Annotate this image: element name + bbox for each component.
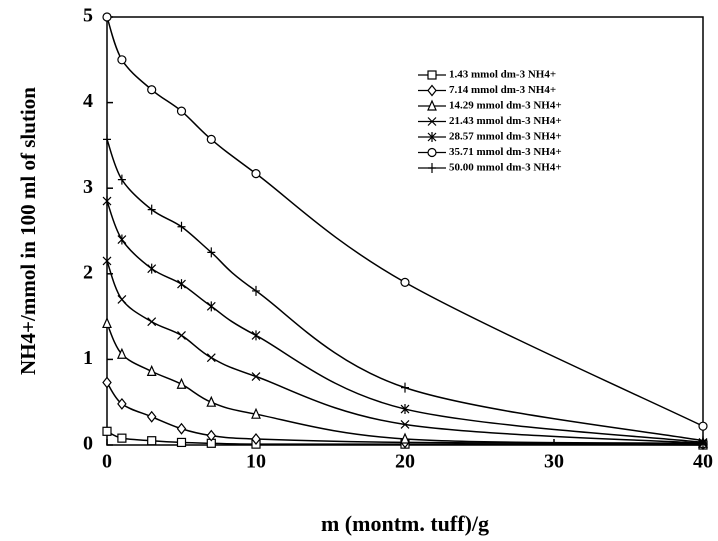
y-tick-label: 1 [83, 347, 93, 369]
marker [206, 429, 217, 442]
legend-label: 50.00 mmol dm-3 NH4+ [449, 162, 562, 174]
marker [102, 12, 112, 22]
y-tick-label: 3 [83, 176, 93, 198]
marker [147, 436, 157, 446]
marker [177, 221, 186, 232]
marker [251, 169, 261, 179]
legend-marker [428, 163, 436, 173]
marker [117, 397, 127, 410]
legend-label: 7.14 mmol dm-3 NH4+ [449, 84, 556, 96]
marker [206, 353, 216, 363]
marker [251, 372, 261, 381]
legend-label: 1.43 mmol dm-3 NH4+ [449, 69, 556, 81]
marker [206, 134, 216, 145]
legend-marker [427, 99, 437, 111]
marker [176, 106, 187, 116]
legend-marker [427, 147, 437, 158]
legend-marker [427, 70, 437, 80]
legend-label: 28.57 mmol dm-3 NH4+ [449, 131, 562, 143]
legend-label: 14.29 mmol dm-3 NH4+ [449, 100, 562, 112]
y-axis-label: NH4+/mmol in 100 ml of slution [16, 87, 40, 375]
marker [176, 437, 187, 448]
series-line [106, 200, 704, 444]
y-tick-label: 4 [83, 90, 93, 112]
y-tick-label: 2 [83, 261, 93, 283]
marker [146, 410, 157, 423]
x-tick-label: 10 [246, 451, 266, 473]
marker [147, 204, 156, 215]
y-tick-label: 5 [83, 5, 93, 27]
marker [177, 331, 186, 340]
series-line [106, 139, 704, 442]
marker [102, 316, 112, 329]
series-line [106, 16, 704, 427]
marker [206, 395, 217, 407]
series-line [106, 260, 704, 445]
series-line [106, 382, 704, 445]
legend-marker [427, 84, 437, 97]
marker [117, 433, 127, 443]
legend-marker [427, 132, 437, 142]
marker [400, 432, 410, 444]
x-axis-label: m (montm. tuff)/g [321, 511, 489, 536]
marker [117, 234, 127, 245]
marker [102, 256, 112, 266]
marker [206, 301, 216, 312]
marker [400, 420, 410, 429]
marker [117, 295, 127, 304]
x-tick-label: 40 [693, 451, 713, 473]
marker [699, 435, 707, 446]
marker [251, 330, 261, 341]
marker [252, 285, 260, 296]
marker [177, 279, 186, 290]
x-tick-label: 0 [102, 451, 112, 473]
marker [116, 347, 127, 359]
x-tick-label: 20 [395, 451, 415, 473]
marker [147, 85, 157, 95]
marker [698, 421, 708, 431]
marker [207, 247, 216, 258]
marker [102, 196, 112, 207]
legend-label: 21.43 mmol dm-3 NH4+ [449, 115, 562, 127]
marker [401, 382, 409, 393]
plot-frame [106, 16, 704, 446]
marker [146, 364, 157, 376]
series-line [106, 323, 704, 445]
marker [147, 317, 157, 327]
legend-label: 35.71 mmol dm-3 NH4+ [449, 146, 562, 158]
marker [102, 376, 112, 389]
x-tick-label: 30 [544, 451, 564, 473]
marker [117, 55, 127, 65]
legend-marker [427, 117, 437, 126]
marker [117, 174, 126, 185]
marker [176, 377, 187, 389]
marker [102, 426, 112, 436]
marker [103, 134, 111, 145]
marker [176, 422, 187, 435]
marker [400, 404, 410, 415]
marker [251, 433, 261, 445]
y-tick-label: 0 [83, 433, 93, 455]
series-line [106, 430, 704, 446]
marker [251, 407, 261, 419]
marker [147, 263, 157, 274]
marker [400, 277, 410, 287]
